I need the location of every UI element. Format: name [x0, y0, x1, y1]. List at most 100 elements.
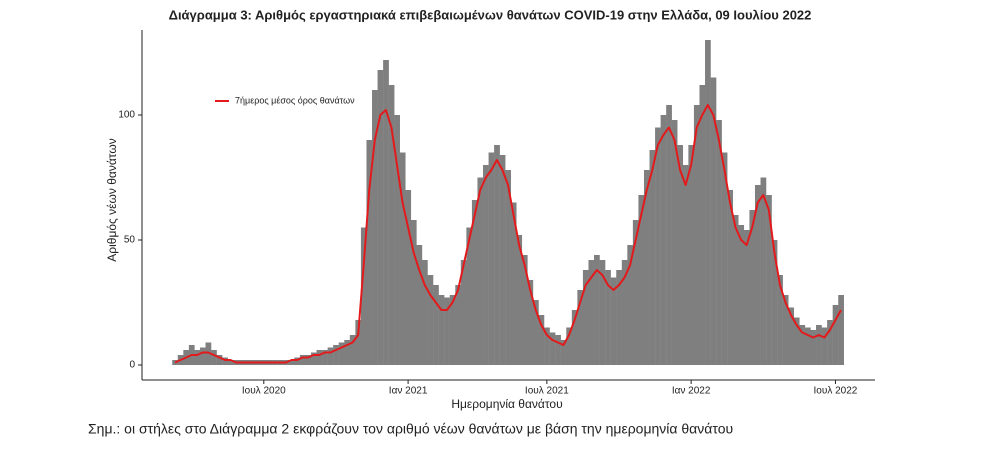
- bar: [771, 240, 778, 365]
- bar: [510, 202, 517, 365]
- bar: [322, 350, 328, 365]
- bar: [488, 152, 495, 365]
- bar: [643, 170, 650, 365]
- bar: [699, 85, 706, 365]
- bar: [294, 357, 301, 365]
- bar: [538, 315, 545, 365]
- bar: [410, 220, 417, 365]
- bar: [816, 325, 822, 365]
- bar: [471, 200, 478, 365]
- x-axis-label: Ημερομηνία θανάτου: [451, 397, 562, 411]
- bar: [327, 347, 334, 365]
- bar: [383, 60, 389, 365]
- bar: [427, 275, 434, 365]
- bar: [566, 327, 573, 365]
- bar: [594, 255, 600, 365]
- bar: [438, 295, 445, 365]
- bar: [621, 260, 628, 365]
- bar: [610, 277, 617, 365]
- bar: [483, 165, 489, 365]
- bar: [421, 260, 428, 365]
- bar: [671, 120, 678, 365]
- bar: [372, 90, 378, 365]
- note: Σημ.: οι στήλες στο Διάγραμμα 2 εκφράζου…: [88, 421, 733, 437]
- bar: [788, 307, 795, 365]
- bar: [211, 350, 217, 365]
- bar: [305, 355, 312, 365]
- bar: [399, 152, 406, 365]
- bar: [455, 285, 462, 365]
- bar: [804, 327, 811, 365]
- bar: [677, 145, 684, 365]
- bar: [727, 190, 733, 365]
- bar: [449, 295, 456, 365]
- bar: [366, 140, 373, 365]
- bar: [838, 295, 844, 365]
- bar: [827, 320, 833, 365]
- bar: [344, 340, 351, 365]
- bar: [738, 225, 745, 365]
- bar: [288, 360, 295, 365]
- legend-label: 7ήμερος μέσος όρος θανάτων: [235, 95, 355, 105]
- bar: [433, 285, 439, 365]
- bar: [521, 255, 528, 365]
- x-tick-label: Ιαν 2022: [672, 386, 711, 397]
- bar: [577, 290, 584, 365]
- bar: [560, 340, 567, 365]
- bar: [743, 230, 750, 365]
- y-tick-label: 50: [124, 235, 136, 246]
- bar: [766, 195, 772, 365]
- bar: [355, 320, 362, 365]
- bar: [732, 215, 739, 365]
- bar: [582, 270, 589, 365]
- bar: [810, 330, 817, 365]
- bar: [571, 310, 578, 365]
- bar: [760, 177, 767, 365]
- bar: [544, 327, 550, 365]
- bar: [799, 325, 806, 365]
- y-tick-label: 100: [118, 110, 135, 121]
- bar: [194, 350, 201, 365]
- bar: [682, 165, 689, 365]
- bar: [222, 357, 228, 365]
- bar: [627, 245, 634, 365]
- bar: [705, 40, 711, 365]
- bar: [660, 115, 667, 365]
- bar: [693, 105, 700, 365]
- bar: [655, 127, 661, 365]
- bar: [227, 360, 234, 365]
- bar: [377, 70, 384, 365]
- bar: [599, 260, 606, 365]
- bar: [821, 327, 828, 365]
- bar: [205, 342, 212, 365]
- bar: [216, 355, 223, 365]
- bar: [460, 260, 467, 365]
- bar: [310, 352, 317, 365]
- bar: [532, 300, 539, 365]
- bar: [444, 297, 450, 365]
- bar: [349, 335, 356, 365]
- bar: [338, 342, 345, 365]
- line: [174, 104, 842, 364]
- bar: [505, 170, 511, 365]
- bar: [549, 332, 556, 365]
- x-tick-label: Ιουλ 2021: [525, 386, 569, 397]
- bar: [299, 355, 306, 365]
- bar: [394, 115, 400, 365]
- y-axis-label: Αριθμός νέων θανάτων: [105, 138, 119, 261]
- bar: [477, 177, 484, 365]
- bar: [616, 270, 622, 365]
- bar: [316, 350, 323, 365]
- bar: [688, 145, 695, 365]
- bar: [832, 305, 839, 365]
- chart-title: Διάγραμμα 3: Αριθμός εργαστηριακά επιβεβ…: [169, 7, 812, 22]
- bar: [605, 270, 611, 365]
- bar: [793, 317, 800, 365]
- bar: [516, 235, 523, 365]
- bar: [716, 120, 722, 365]
- bar: [721, 152, 728, 365]
- bar: [638, 195, 645, 365]
- bar: [416, 245, 423, 365]
- bar: [649, 150, 656, 365]
